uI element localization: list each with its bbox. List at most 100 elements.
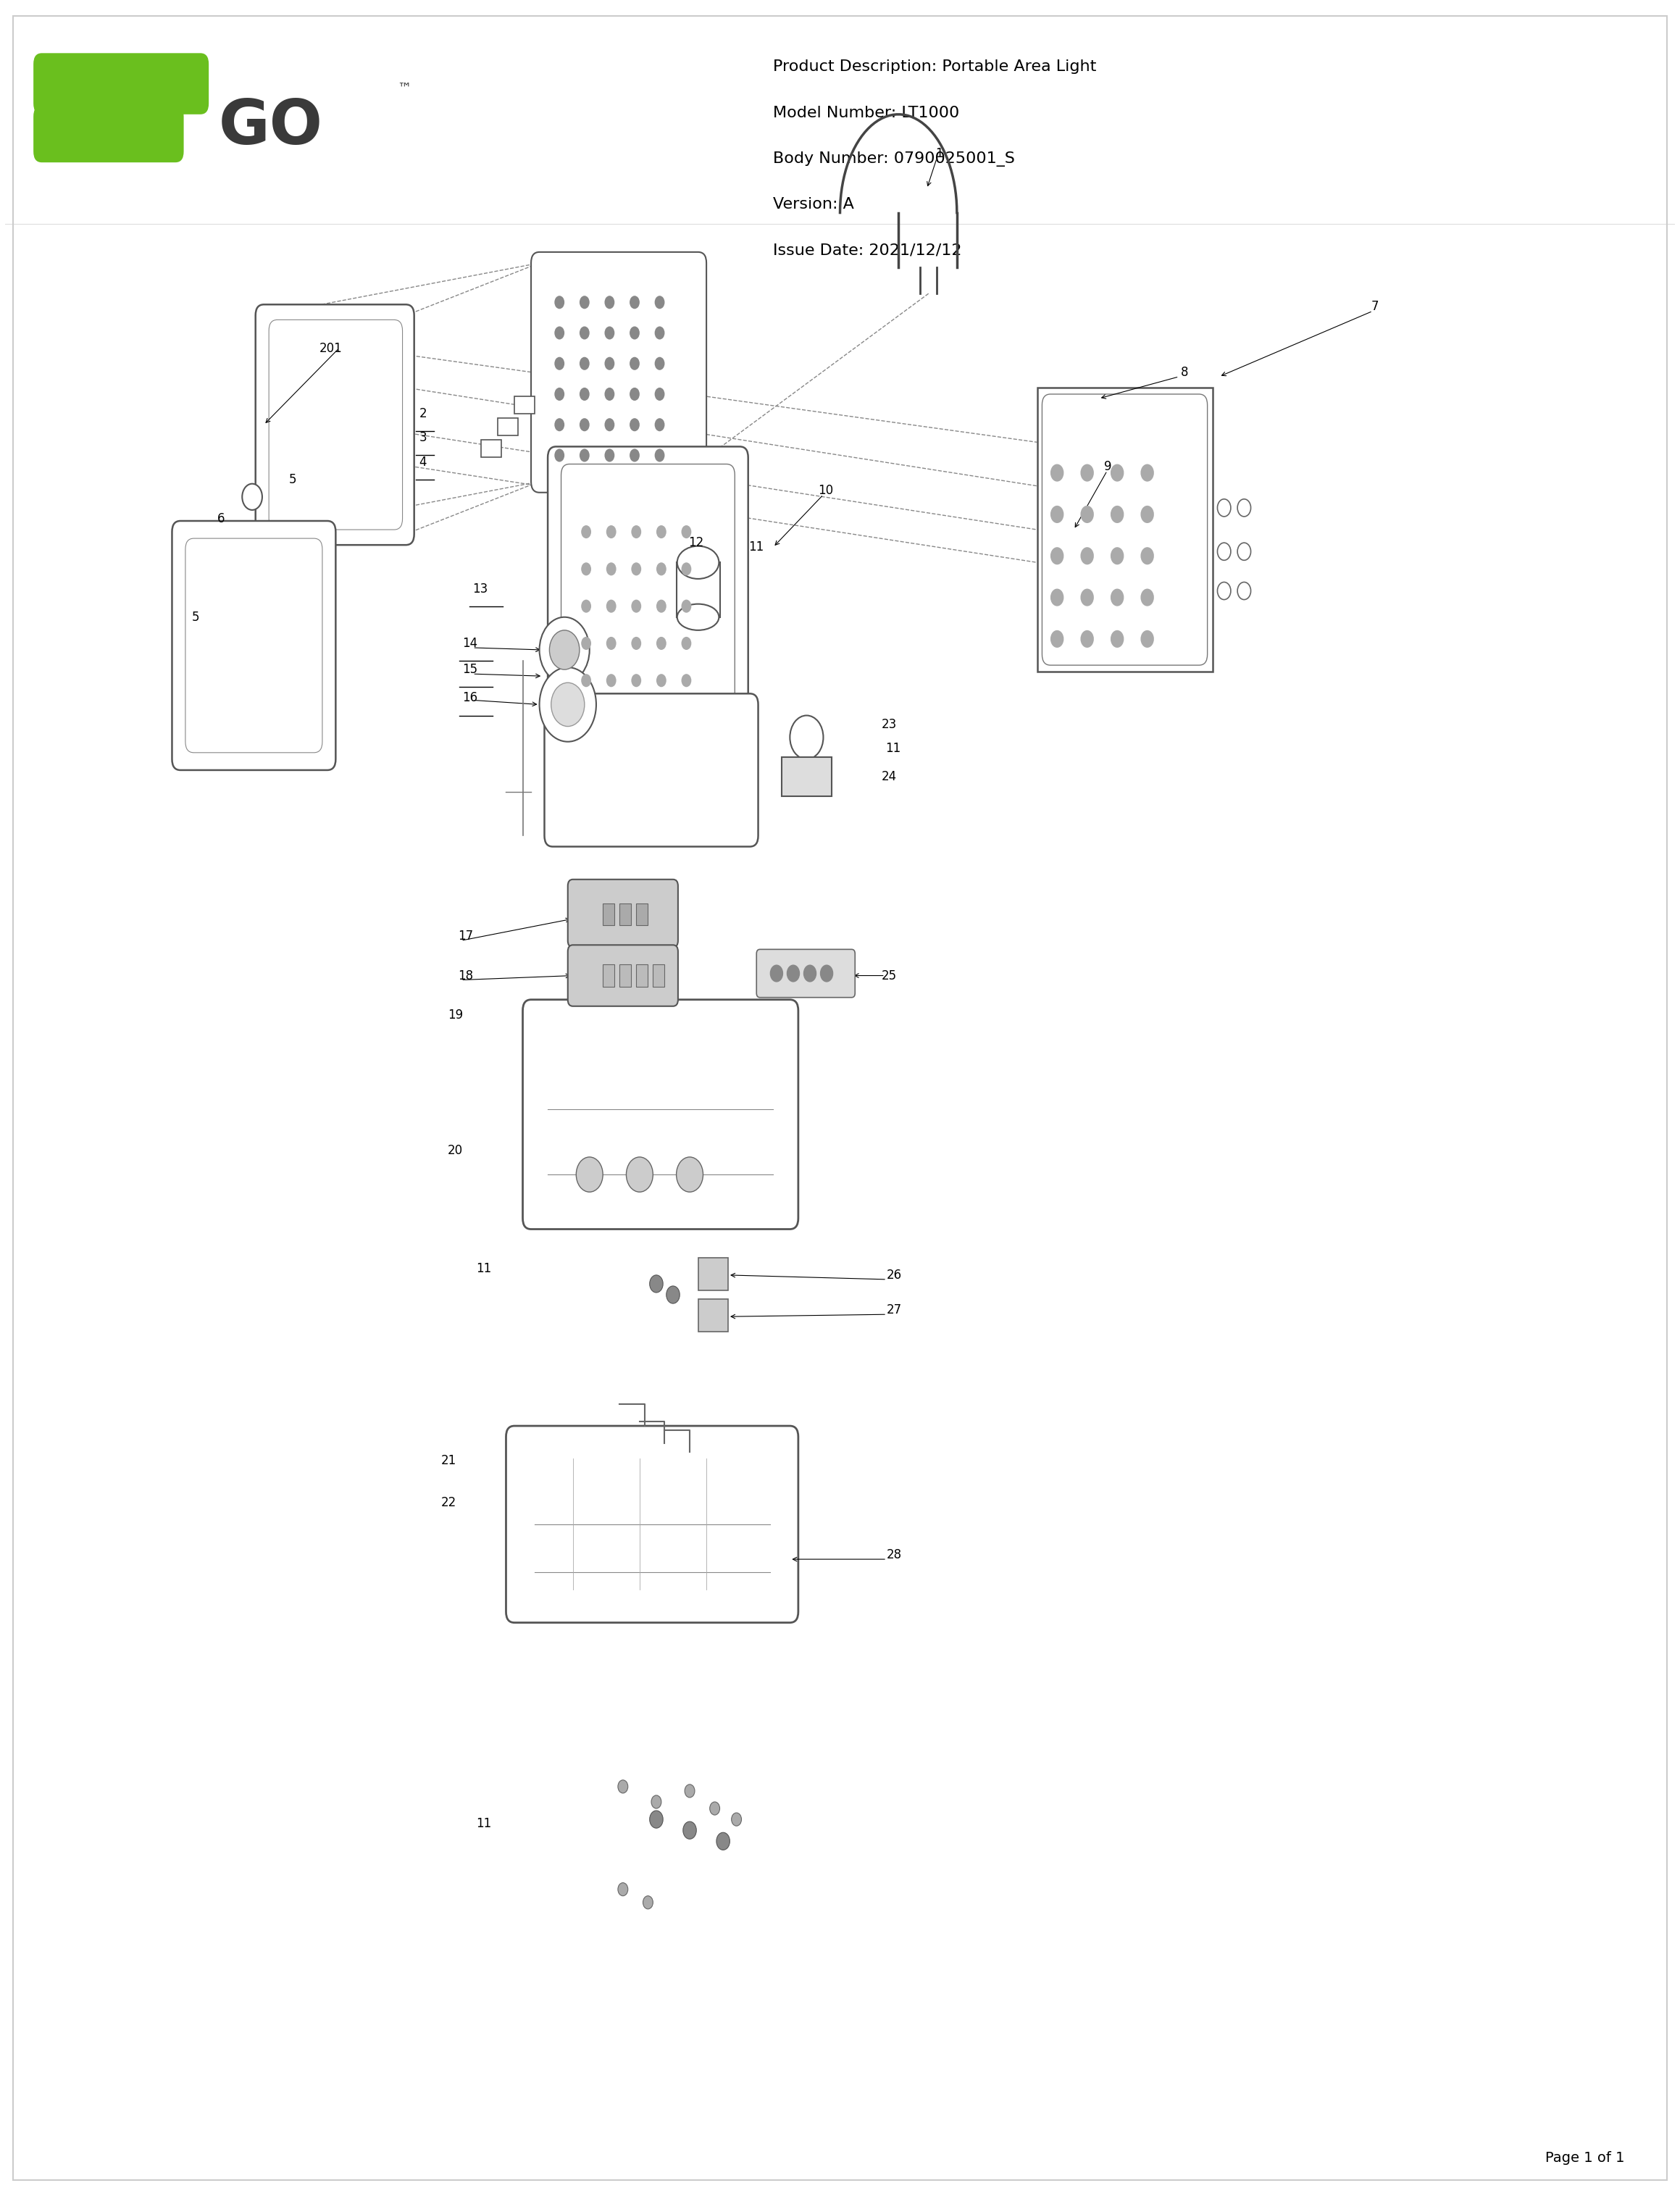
Circle shape (1050, 463, 1063, 481)
Bar (514, 395, 534, 413)
Circle shape (1218, 542, 1231, 560)
Text: 13: 13 (472, 582, 487, 595)
FancyBboxPatch shape (34, 53, 208, 114)
Ellipse shape (677, 547, 719, 580)
Circle shape (786, 964, 800, 982)
Circle shape (1218, 498, 1231, 516)
Circle shape (630, 327, 640, 340)
Circle shape (1110, 505, 1124, 523)
Circle shape (554, 327, 564, 340)
Circle shape (1050, 547, 1063, 564)
Text: 3: 3 (420, 430, 427, 444)
Text: 20: 20 (447, 1144, 464, 1157)
Circle shape (605, 358, 615, 371)
Circle shape (630, 448, 640, 461)
Circle shape (1080, 463, 1094, 481)
Text: 9: 9 (1104, 459, 1112, 472)
FancyBboxPatch shape (756, 949, 855, 997)
Circle shape (627, 1157, 654, 1192)
Circle shape (605, 296, 615, 310)
Text: 5: 5 (289, 472, 297, 485)
Circle shape (539, 668, 596, 742)
Circle shape (682, 525, 692, 538)
Text: 8: 8 (1181, 367, 1188, 378)
Circle shape (632, 562, 642, 575)
Text: 201: 201 (319, 343, 343, 356)
FancyBboxPatch shape (1042, 393, 1208, 665)
Circle shape (684, 1820, 697, 1838)
Circle shape (769, 964, 783, 982)
Circle shape (820, 964, 833, 982)
Circle shape (1080, 547, 1094, 564)
Circle shape (630, 358, 640, 371)
FancyBboxPatch shape (171, 520, 336, 771)
Circle shape (655, 296, 665, 310)
Bar (654, 964, 665, 986)
Text: Body Number: 0790025001_S: Body Number: 0790025001_S (773, 152, 1015, 167)
Circle shape (576, 1157, 603, 1192)
Text: 17: 17 (457, 929, 472, 942)
Text: 23: 23 (882, 718, 897, 731)
Circle shape (650, 1276, 664, 1293)
Circle shape (655, 386, 665, 400)
Circle shape (731, 1814, 741, 1825)
Circle shape (716, 1831, 729, 1849)
Circle shape (606, 525, 617, 538)
Circle shape (1110, 589, 1124, 606)
Circle shape (632, 637, 642, 650)
Circle shape (554, 386, 564, 400)
Circle shape (581, 637, 591, 650)
Text: ™: ™ (398, 81, 412, 94)
Circle shape (657, 600, 667, 613)
Circle shape (242, 483, 262, 509)
Bar (603, 964, 615, 986)
Circle shape (1050, 505, 1063, 523)
Text: 22: 22 (440, 1495, 457, 1509)
Text: Model Number: LT1000: Model Number: LT1000 (773, 105, 959, 121)
Circle shape (606, 600, 617, 613)
FancyBboxPatch shape (544, 694, 758, 848)
Text: 7: 7 (1371, 301, 1379, 314)
Bar (603, 903, 615, 925)
Text: 11: 11 (475, 1263, 491, 1276)
FancyBboxPatch shape (548, 446, 748, 731)
Bar (781, 758, 832, 797)
Circle shape (652, 1796, 662, 1810)
Bar (620, 903, 632, 925)
Circle shape (803, 964, 816, 982)
Circle shape (657, 674, 667, 687)
Circle shape (657, 525, 667, 538)
Circle shape (605, 448, 615, 461)
Circle shape (790, 716, 823, 760)
Circle shape (667, 1287, 680, 1304)
Circle shape (618, 1781, 628, 1794)
Circle shape (1050, 589, 1063, 606)
Ellipse shape (677, 604, 719, 630)
FancyBboxPatch shape (561, 463, 734, 714)
Text: 12: 12 (689, 536, 704, 549)
Circle shape (605, 327, 615, 340)
Circle shape (554, 448, 564, 461)
Circle shape (580, 327, 590, 340)
Circle shape (551, 683, 585, 727)
Text: Version: A: Version: A (773, 198, 853, 211)
Bar (637, 964, 648, 986)
Bar (699, 1258, 727, 1291)
Text: 26: 26 (887, 1269, 902, 1282)
FancyBboxPatch shape (34, 105, 183, 163)
Circle shape (1141, 463, 1154, 481)
Text: 27: 27 (887, 1304, 902, 1318)
Text: 24: 24 (882, 771, 897, 784)
Circle shape (632, 600, 642, 613)
Circle shape (1238, 542, 1252, 560)
Circle shape (580, 358, 590, 371)
Circle shape (1080, 589, 1094, 606)
Circle shape (685, 1785, 696, 1799)
Circle shape (581, 600, 591, 613)
Circle shape (677, 1157, 702, 1192)
Circle shape (650, 1812, 664, 1827)
Circle shape (581, 674, 591, 687)
Bar (497, 417, 517, 435)
Circle shape (554, 296, 564, 310)
Circle shape (606, 637, 617, 650)
